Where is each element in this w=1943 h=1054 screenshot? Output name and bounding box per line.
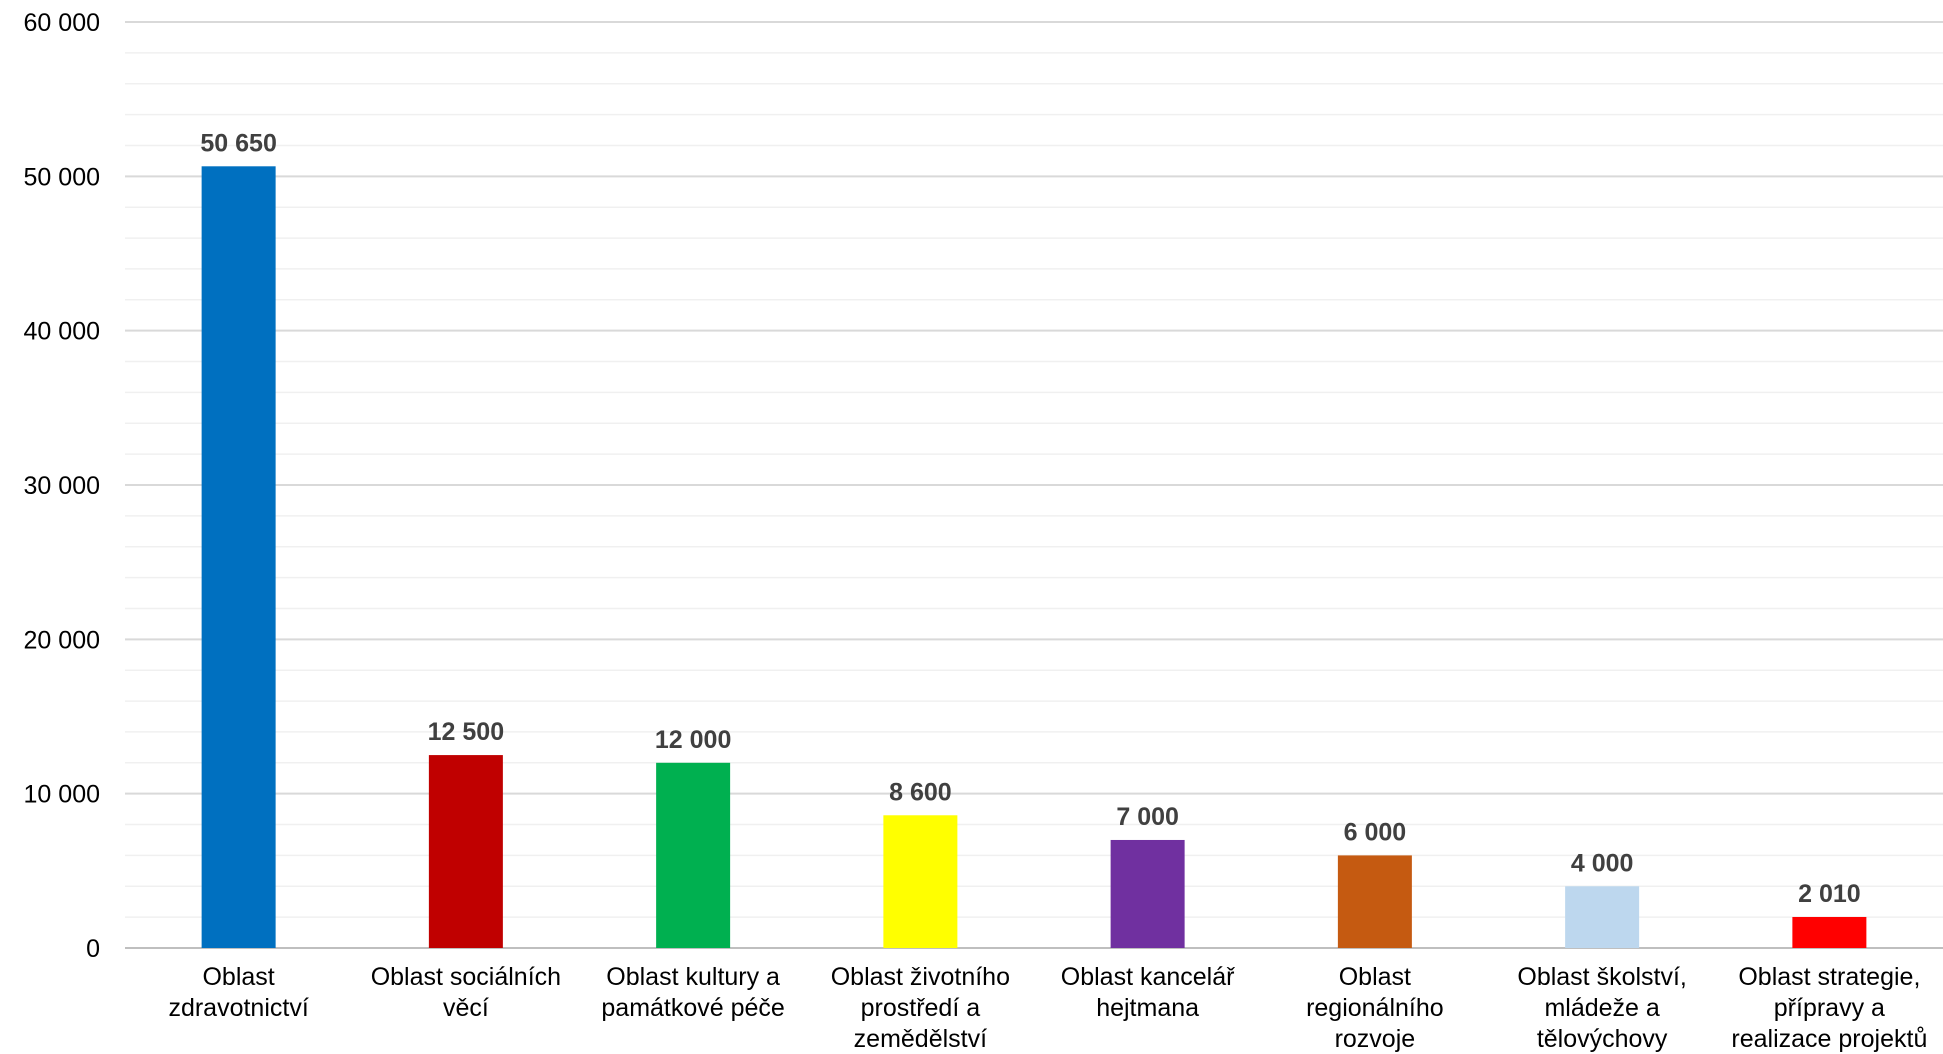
y-tick-label: 30 000 [24,472,100,500]
category-label: Oblast sociálních věcí [371,963,561,1022]
y-tick-label: 10 000 [24,781,100,809]
bars [201,166,1867,949]
y-tick-label: 20 000 [24,626,100,654]
category-label: Oblast kultury a památkové péče [601,963,784,1022]
data-label: 6 000 [1344,818,1407,846]
y-tick-label: 50 000 [24,163,100,191]
category-label: Oblast strategie, přípravy a realizace pro… [1731,963,1927,1053]
bar [1110,839,1185,948]
category-label: Oblast školství, mládeže a tělovýchovy [1517,963,1687,1053]
y-tick-label: 60 000 [24,9,100,37]
data-label: 12 500 [428,718,504,746]
data-label: 7 000 [1116,803,1179,831]
y-axis-ticks: 0 10 000 20 000 30 000 40 000 50 000 60 000 [24,9,100,963]
data-label: 8 600 [889,778,952,806]
data-labels: 50 650 12 500 12 000 8 600 7 000 6 000 4 000 2 … [200,129,1860,908]
bar [1337,855,1412,948]
data-label: 50 650 [200,129,276,157]
y-tick-label: 0 [86,935,100,963]
data-label: 2 010 [1798,880,1861,908]
data-label: 4 000 [1571,849,1634,877]
bar [201,166,276,949]
gridlines [125,21,1943,949]
category-label: Oblast životního prostředí a zemědělství [831,963,1010,1053]
bar [656,762,731,948]
y-tick-label: 40 000 [24,318,100,346]
category-label: Oblast regionálního rozvoje [1306,963,1444,1053]
bar [1565,886,1640,948]
data-label: 12 000 [655,726,731,754]
bar [883,815,958,948]
x-axis-categories: Oblast zdravotnictví Oblast sociálních věcí… [168,963,1927,1053]
bar [428,755,503,948]
category-label: Oblast kancelář hejtmana [1061,963,1235,1022]
category-label: Oblast zdravotnictví [168,963,308,1022]
bar [1792,916,1867,948]
